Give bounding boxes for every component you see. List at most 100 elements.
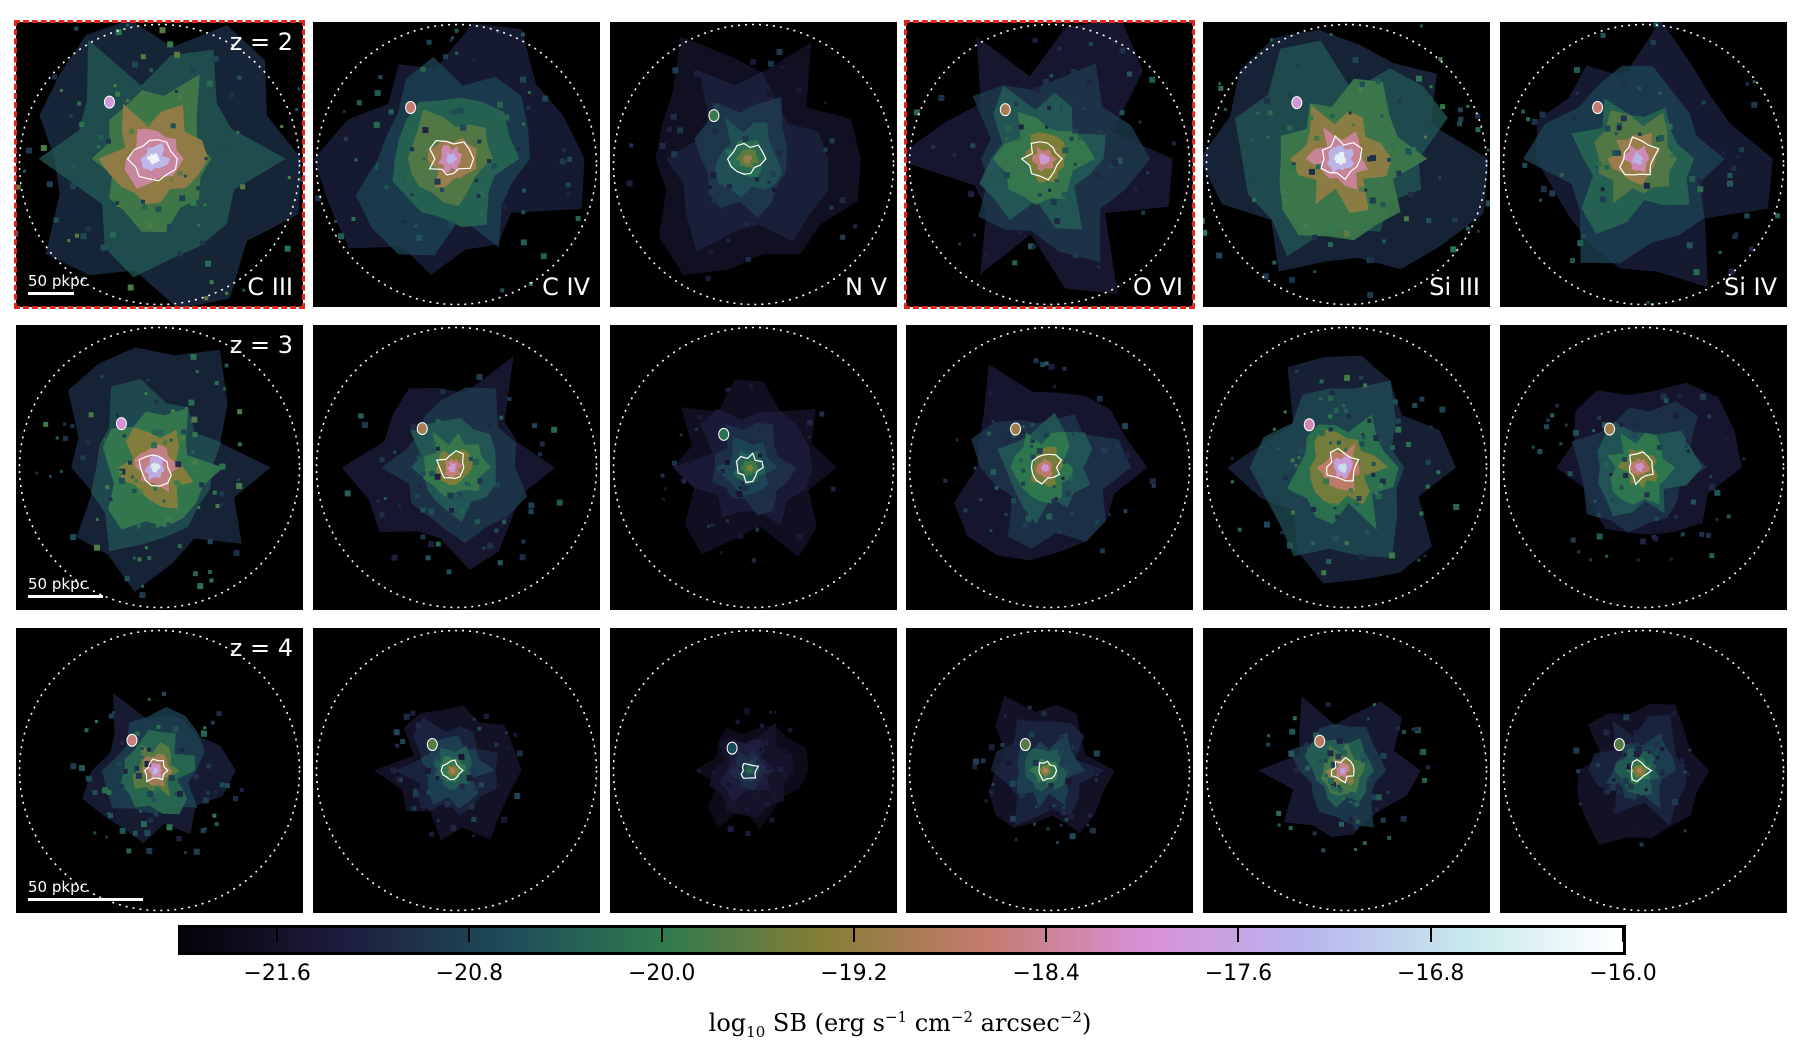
emission-pixel xyxy=(1330,227,1336,233)
emission-pixel xyxy=(1709,484,1716,491)
colorbar xyxy=(178,925,1626,955)
emission-pixel xyxy=(1636,794,1640,798)
emission-pixel xyxy=(1616,125,1622,131)
emission-pixel xyxy=(626,180,633,187)
emission-pixel xyxy=(1352,815,1358,821)
emission-pixel xyxy=(412,791,419,798)
emission-map-svg xyxy=(1205,326,1488,609)
emission-pixel xyxy=(1387,157,1392,162)
emission-pixel xyxy=(1486,148,1490,152)
emission-pixel xyxy=(1361,435,1366,440)
emission-pixel xyxy=(1292,716,1297,721)
emission-pixel xyxy=(1288,276,1295,283)
emission-pixel xyxy=(129,128,135,134)
emission-pixel xyxy=(1638,132,1642,136)
emission-pixel xyxy=(466,775,473,781)
emission-pixel xyxy=(1027,520,1031,523)
emission-pixel xyxy=(1216,252,1223,259)
emission-pixel xyxy=(1400,815,1407,822)
emission-pixel xyxy=(474,519,480,525)
emission-pixel xyxy=(1658,769,1665,776)
emission-pixel xyxy=(1522,162,1528,168)
emission-pixel xyxy=(1203,229,1208,236)
emission-layer xyxy=(1333,151,1346,166)
emission-layer xyxy=(1634,462,1645,472)
emission-pixel xyxy=(108,713,114,719)
emission-pixel xyxy=(1358,88,1363,94)
emission-pixel xyxy=(1475,113,1481,119)
emission-pixel xyxy=(462,729,466,733)
emission-pixel xyxy=(440,389,446,395)
emission-pixel xyxy=(137,489,143,495)
emission-pixel xyxy=(1650,40,1656,45)
emission-map-svg xyxy=(612,23,895,306)
emission-pixel xyxy=(1073,162,1077,166)
emission-pixel xyxy=(1709,553,1715,559)
emission-pixel xyxy=(1018,230,1022,234)
emission-pixel xyxy=(122,434,126,438)
emission-pixel xyxy=(237,75,242,80)
virial-radius-circle xyxy=(612,326,895,609)
emission-pixel xyxy=(1631,432,1638,439)
emission-pixel xyxy=(494,742,499,747)
emission-pixel xyxy=(1108,164,1113,169)
emission-pixel xyxy=(984,799,988,803)
emission-pixel xyxy=(486,542,493,549)
emission-pixel xyxy=(451,109,458,115)
emission-pixel xyxy=(526,105,531,110)
emission-pixel xyxy=(1531,445,1535,449)
emission-pixel xyxy=(1330,782,1336,787)
emission-pixel xyxy=(106,138,111,144)
emission-pixel xyxy=(1654,751,1659,756)
emission-pixel xyxy=(1539,111,1543,115)
emission-pixel xyxy=(100,244,107,251)
emission-pixel xyxy=(168,774,175,781)
emission-pixel xyxy=(450,207,454,211)
emission-pixel xyxy=(410,710,416,716)
emission-pixel xyxy=(507,397,512,401)
emission-pixel xyxy=(840,234,846,240)
emission-pixel xyxy=(95,518,99,521)
emission-pixel xyxy=(417,484,421,488)
emission-pixel xyxy=(446,569,452,575)
surface-brightness-contour xyxy=(726,142,767,175)
emission-pixel xyxy=(1406,442,1412,447)
emission-pixel xyxy=(112,711,116,715)
emission-pixel xyxy=(410,147,415,152)
emission-pixel xyxy=(1634,421,1640,427)
emission-pixel xyxy=(193,468,197,472)
emission-pixel xyxy=(219,463,226,470)
emission-pixel xyxy=(204,157,208,161)
emission-pixel xyxy=(1373,490,1378,495)
emission-pixel xyxy=(94,544,100,551)
emission-pixel xyxy=(980,758,986,764)
emission-pixel xyxy=(1052,485,1056,489)
emission-pixel xyxy=(1337,787,1341,790)
emission-pixel xyxy=(472,58,476,62)
emission-pixel xyxy=(85,226,91,232)
emission-pixel xyxy=(1077,136,1082,141)
emission-pixel xyxy=(1033,358,1039,364)
emission-pixel xyxy=(1072,744,1078,750)
emission-pixel xyxy=(1100,548,1105,554)
emission-pixel xyxy=(990,469,997,475)
emission-pixel xyxy=(1425,484,1430,489)
emission-pixel xyxy=(726,183,732,189)
emission-pixel xyxy=(1581,234,1586,239)
emission-pixel xyxy=(140,821,147,827)
emission-pixel xyxy=(1218,85,1224,91)
emission-pixel xyxy=(141,199,145,204)
emission-pixel xyxy=(1344,230,1350,237)
emission-pixel xyxy=(1043,78,1050,85)
colorbar-tick-label: −18.4 xyxy=(1012,961,1080,986)
emission-pixel xyxy=(1331,503,1337,508)
emission-pixel xyxy=(1096,395,1103,402)
emission-pixel xyxy=(156,725,161,729)
emission-pixel xyxy=(436,819,440,822)
emission-pixel xyxy=(1354,801,1360,807)
emission-pixel xyxy=(1086,823,1090,827)
emission-pixel xyxy=(1112,39,1118,45)
emission-map-panel xyxy=(313,325,600,610)
emission-pixel xyxy=(1312,831,1317,836)
emission-pixel xyxy=(477,726,482,731)
